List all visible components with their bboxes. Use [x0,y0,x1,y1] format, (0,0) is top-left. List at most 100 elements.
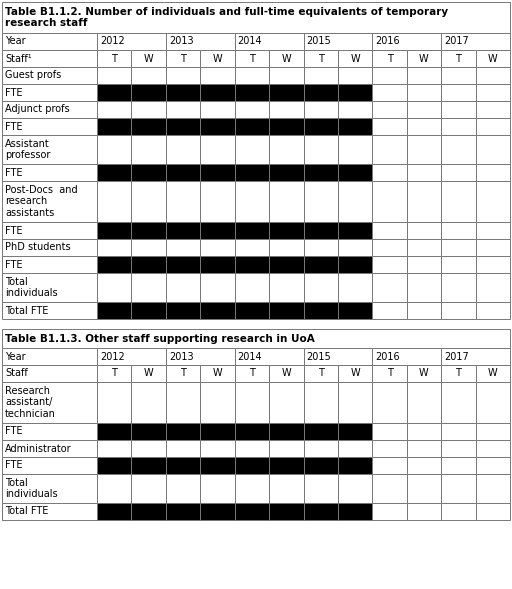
Bar [234,181,269,222]
Bar [372,348,441,365]
Text: FTE: FTE [5,461,23,471]
Bar [269,457,304,474]
Bar [407,181,441,222]
Text: W: W [282,369,291,379]
Bar [200,118,234,135]
Bar [166,365,200,382]
Bar [234,135,269,164]
Bar [476,101,510,118]
Bar [132,365,166,382]
Bar [407,474,441,503]
Bar [372,302,407,319]
Bar [234,84,269,101]
Text: W: W [144,54,154,64]
Text: T: T [456,369,461,379]
Bar [441,474,476,503]
Bar [234,256,269,273]
Bar [97,84,132,101]
Bar [97,503,132,520]
Bar [476,302,510,319]
Bar [2,329,510,348]
Bar [234,239,269,256]
Text: FTE: FTE [5,260,23,270]
Bar [338,84,372,101]
Bar [269,222,304,239]
Bar [269,302,304,319]
Bar [234,33,304,50]
Bar [166,423,200,440]
Bar [476,164,510,181]
Bar [166,348,234,365]
Bar [269,84,304,101]
Bar [372,33,441,50]
Bar [166,135,200,164]
Text: T: T [318,369,324,379]
Bar [304,440,338,457]
Text: Guest profs: Guest profs [5,71,61,81]
Bar [234,474,269,503]
Text: Research
assistant/
technician: Research assistant/ technician [5,386,56,419]
Bar [132,84,166,101]
Bar [269,50,304,67]
Bar [407,50,441,67]
Text: 2015: 2015 [307,37,331,47]
Bar [372,164,407,181]
Text: Post-Docs  and
research
assistants: Post-Docs and research assistants [5,185,78,218]
Bar [2,440,97,457]
Bar [132,382,166,423]
Bar [407,365,441,382]
Bar [200,503,234,520]
Bar [166,33,234,50]
Bar [132,474,166,503]
Bar [2,423,97,440]
Text: FTE: FTE [5,226,23,236]
Text: 2017: 2017 [444,37,469,47]
Bar [407,457,441,474]
Text: Staff: Staff [5,369,28,379]
Bar [304,67,338,84]
Bar [338,474,372,503]
Bar [200,256,234,273]
Bar [304,181,338,222]
Bar [97,164,132,181]
Bar [304,164,338,181]
Bar [97,50,132,67]
Bar [234,67,269,84]
Bar [97,101,132,118]
Bar [234,365,269,382]
Text: FTE: FTE [5,167,23,177]
Bar [407,440,441,457]
Bar [338,67,372,84]
Bar [441,503,476,520]
Bar [304,222,338,239]
Bar [441,423,476,440]
Bar [338,256,372,273]
Bar [234,423,269,440]
Bar [407,118,441,135]
Bar [2,181,97,222]
Bar [304,50,338,67]
Bar [234,503,269,520]
Bar [2,164,97,181]
Bar [97,423,132,440]
Text: W: W [419,54,429,64]
Bar [269,181,304,222]
Text: W: W [212,369,222,379]
Bar [407,67,441,84]
Bar [2,474,97,503]
Bar [166,302,200,319]
Bar [2,222,97,239]
Text: Total
individuals: Total individuals [5,478,58,499]
Bar [338,365,372,382]
Bar [97,67,132,84]
Bar [476,365,510,382]
Text: T: T [249,54,255,64]
Bar [407,273,441,302]
Bar [200,474,234,503]
Bar [476,440,510,457]
Bar [441,239,476,256]
Bar [97,118,132,135]
Bar [166,164,200,181]
Bar [476,239,510,256]
Bar [166,118,200,135]
